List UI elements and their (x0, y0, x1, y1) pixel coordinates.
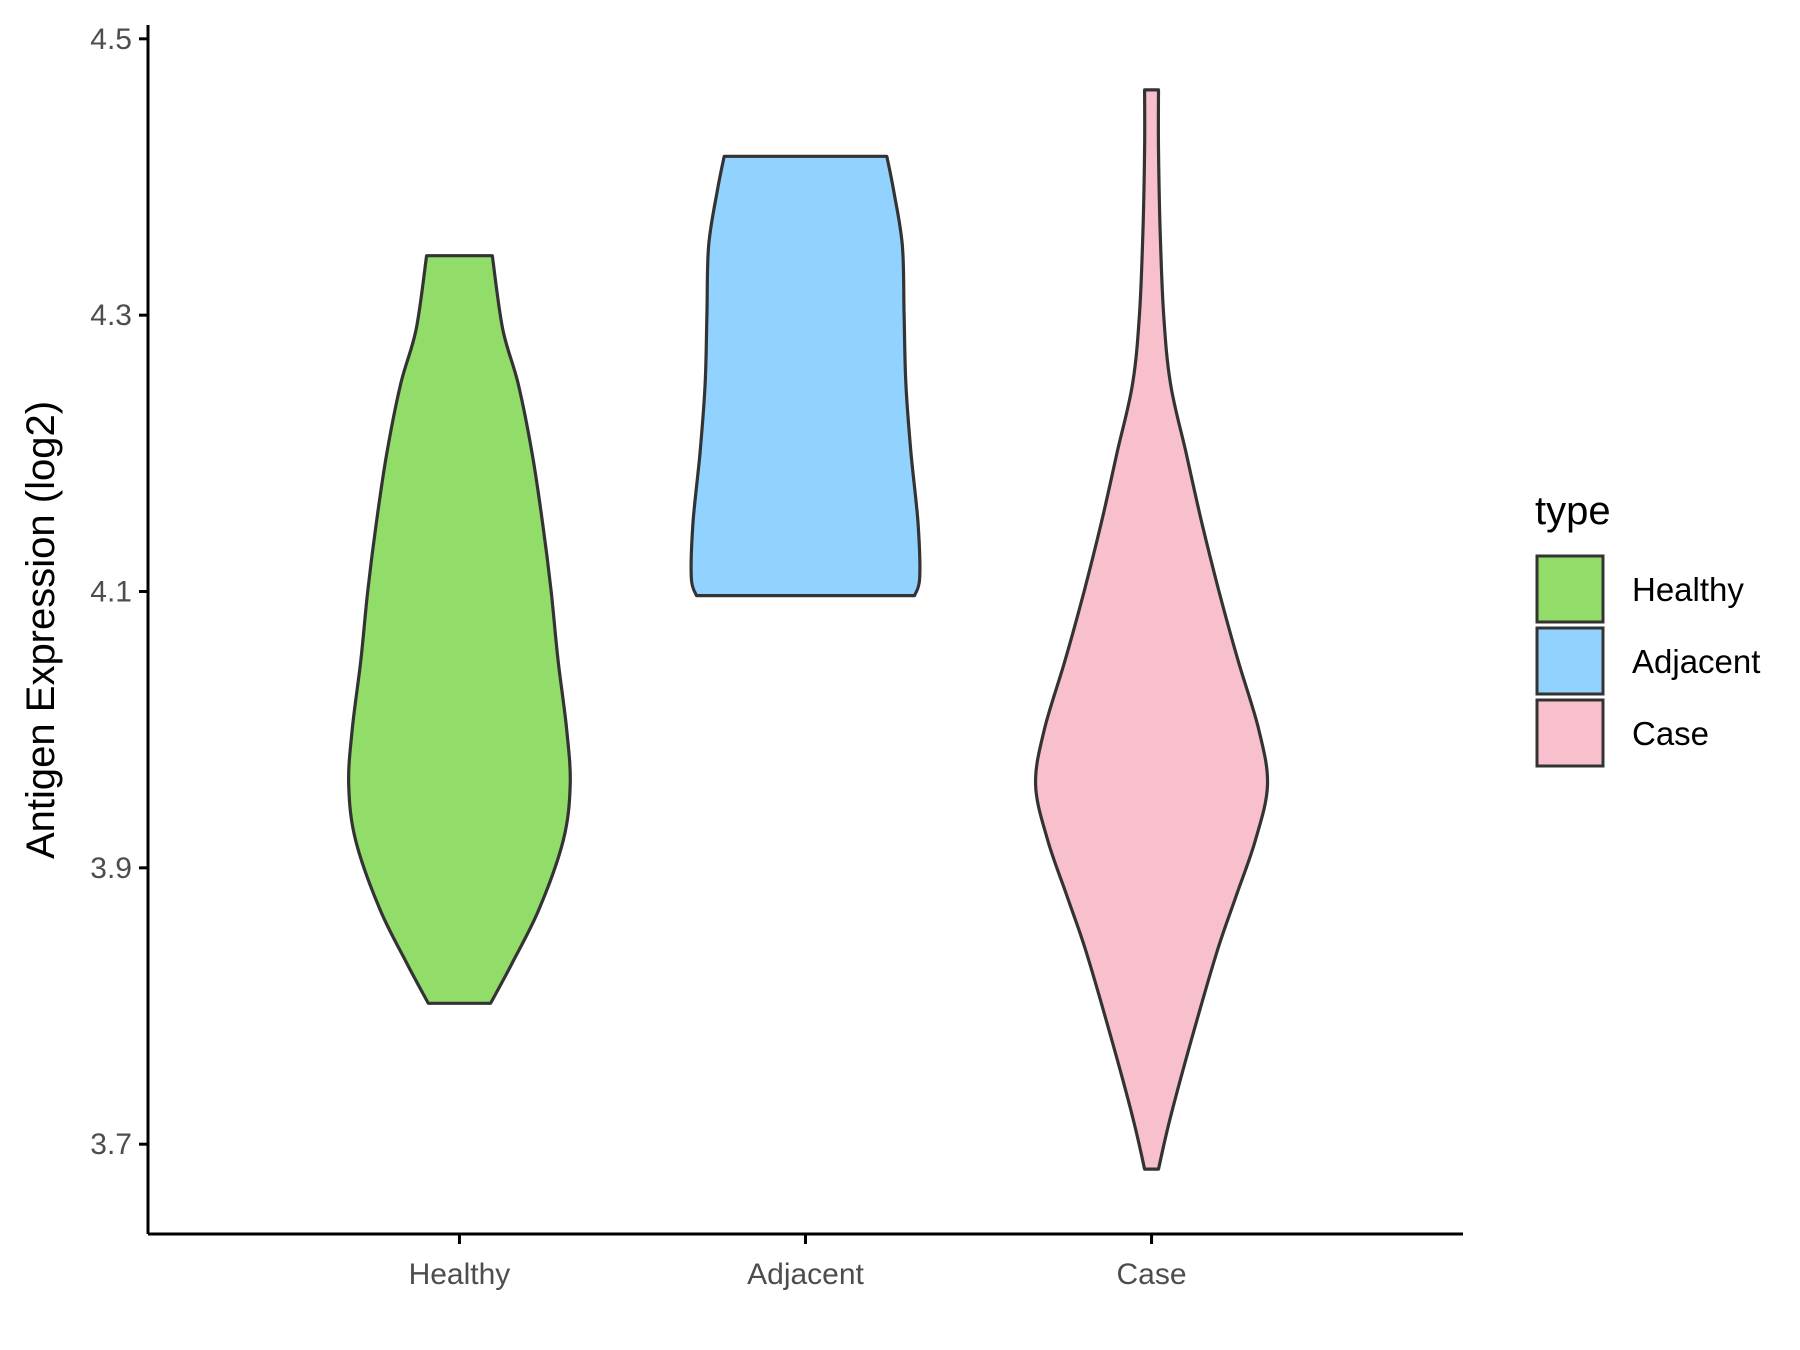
violin-adjacent (689, 154, 922, 598)
violin-healthy (346, 254, 572, 1005)
y-tick-label: 4.1 (90, 576, 132, 609)
x-tick-label: Case (1117, 1258, 1187, 1291)
y-tick-label: 4.5 (90, 23, 132, 56)
legend-label-case: Case (1632, 715, 1709, 752)
y-axis-title: Antigen Expression (log2) (19, 401, 63, 859)
x-tick-label: Adjacent (747, 1258, 864, 1291)
violin-case (1033, 88, 1270, 1171)
legend-swatch-adjacent (1535, 626, 1605, 696)
legend-label-adjacent: Adjacent (1632, 643, 1760, 680)
legend: type Healthy Adjacent Case (1535, 489, 1760, 768)
legend-swatch-healthy (1535, 554, 1605, 624)
legend-title: type (1535, 489, 1611, 533)
legend-label-healthy: Healthy (1632, 571, 1744, 608)
y-tick-label: 3.7 (90, 1128, 132, 1161)
x-ticks: Healthy Adjacent Case (409, 1234, 1187, 1291)
y-ticks: 3.7 3.9 4.1 4.3 4.5 (90, 23, 148, 1161)
y-tick-label: 3.9 (90, 852, 132, 885)
violin-layer (346, 88, 1270, 1171)
legend-swatch-case (1535, 698, 1605, 768)
y-tick-label: 4.3 (90, 299, 132, 332)
x-tick-label: Healthy (409, 1258, 511, 1291)
